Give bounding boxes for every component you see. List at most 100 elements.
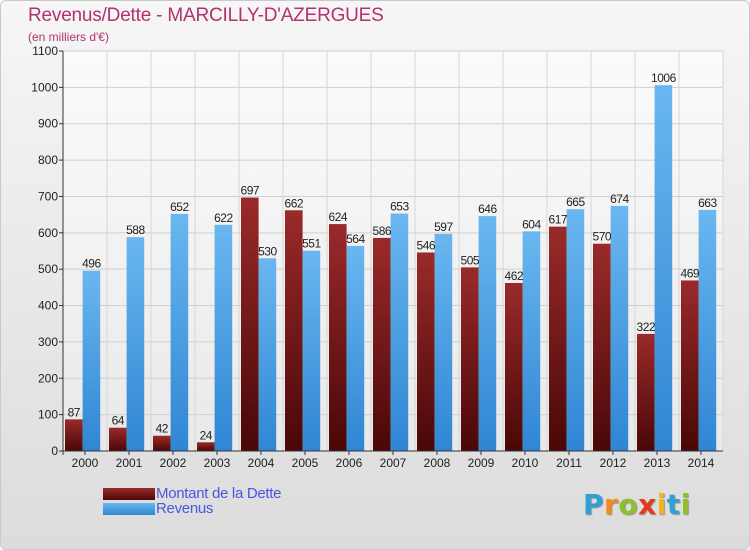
data-label-debt: 64 [112,414,125,428]
y-tick-label: 500 [38,262,58,276]
bar-debt [373,237,391,451]
bar-debt [153,435,171,451]
bar-revenue [82,270,101,451]
bar-revenue [390,213,409,451]
bar-debt [681,280,699,451]
x-tick-label: 2011 [556,456,582,470]
bar-revenue [170,213,189,451]
logo-letter: x [638,488,657,521]
x-tick-label: 2003 [204,456,231,470]
proxiti-logo: Proxiti [583,488,691,521]
data-label-revenue: 1006 [651,71,677,85]
data-label-debt: 469 [681,266,700,280]
data-label-debt: 462 [505,269,524,283]
data-label-debt: 617 [549,213,568,227]
data-label-debt: 322 [637,320,656,334]
data-label-debt: 586 [373,224,392,238]
chart-title: Revenus/Dette - MARCILLY-D'AZERGUES [28,5,384,26]
y-tick-label: 800 [38,153,58,167]
y-tick-label: 700 [38,189,58,203]
legend-label-debt: Montant de la Dette [156,485,282,502]
data-label-revenue: 588 [126,223,145,237]
bar-revenue [214,224,233,451]
y-tick-label: 600 [38,226,58,240]
x-tick-label: 2004 [248,456,275,470]
y-tick-label: 0 [51,444,58,458]
y-tick-label: 200 [38,371,58,385]
x-tick-label: 2007 [380,456,407,470]
data-label-revenue: 663 [698,196,717,210]
legend-label-revenue: Revenus [156,500,214,517]
x-tick-label: 2012 [600,456,627,470]
data-label-revenue: 665 [566,195,585,209]
data-label-debt: 570 [593,230,612,244]
data-label-debt: 697 [241,184,260,198]
logo-letter: i [680,488,691,521]
logo-letter: r [604,488,619,521]
x-tick-label: 2006 [336,456,363,470]
x-tick-label: 2013 [644,456,671,470]
axes: 0 100 200 300 400 500 600 700 800 900 1000 1100 2000… [31,44,723,470]
x-tick-label: 2014 [688,456,715,470]
x-tick-label: 2010 [512,456,539,470]
y-tick-label: 300 [38,335,58,349]
data-label-debt: 87 [68,405,81,419]
data-label-debt: 624 [329,210,348,224]
data-label-revenue: 597 [434,220,453,234]
data-label-revenue: 646 [478,202,497,216]
y-tick-label: 100 [38,408,58,422]
legend-swatch-revenue [103,503,155,515]
bar-revenue [610,205,629,451]
data-label-revenue: 564 [346,232,365,246]
legend-swatch-debt [103,488,155,500]
bar-revenue [434,233,453,451]
bar-debt [241,197,259,451]
y-tick-label: 900 [38,117,58,131]
bar-debt [593,243,611,451]
bar-debt [65,419,83,451]
data-label-revenue: 551 [302,237,321,251]
x-tick-label: 2002 [160,456,187,470]
bars [65,85,717,451]
data-label-revenue: 652 [170,200,189,214]
data-label-revenue: 604 [522,217,541,231]
data-label-debt: 546 [417,238,436,252]
data-label-debt: 662 [285,196,304,210]
data-label-revenue: 622 [214,211,233,225]
bar-debt [417,252,435,451]
bar-revenue [654,85,673,451]
data-label-revenue: 653 [390,200,409,214]
data-label-revenue: 674 [610,192,629,206]
y-tick-label: 400 [38,299,58,313]
y-tick-label: 1100 [32,44,58,58]
data-label-revenue: 530 [258,244,277,258]
y-tick-label: 1000 [31,80,58,94]
logo-letter: P [583,488,605,521]
x-tick-label: 2001 [116,456,143,470]
logo-letter: i [656,488,667,521]
bar-debt [285,210,303,451]
data-label-revenue: 496 [82,257,101,271]
bar-debt [549,226,567,451]
bar-revenue [346,245,365,451]
data-label-debt: 24 [200,428,213,442]
logo-letter: t [666,488,681,521]
bar-revenue [258,258,277,451]
bar-debt [329,224,347,451]
data-label-debt: 42 [156,422,169,436]
x-tick-label: 2009 [468,456,495,470]
logo-letter: o [618,488,639,521]
chart-subtitle: (en milliers d'€) [28,30,109,44]
bar-revenue [566,209,585,451]
x-tick-label: 2008 [424,456,451,470]
bar-debt [197,442,215,451]
bar-debt [461,267,479,451]
data-label-debt: 505 [461,253,480,267]
x-tick-label: 2005 [292,456,319,470]
bar-revenue [698,209,717,451]
data-labels: 87 496 64 588 42 652 24 622 697 530 662 551 624 564 58… [68,71,718,442]
bar-debt [505,283,523,451]
bar-revenue [478,216,497,451]
bar-revenue [302,250,321,451]
